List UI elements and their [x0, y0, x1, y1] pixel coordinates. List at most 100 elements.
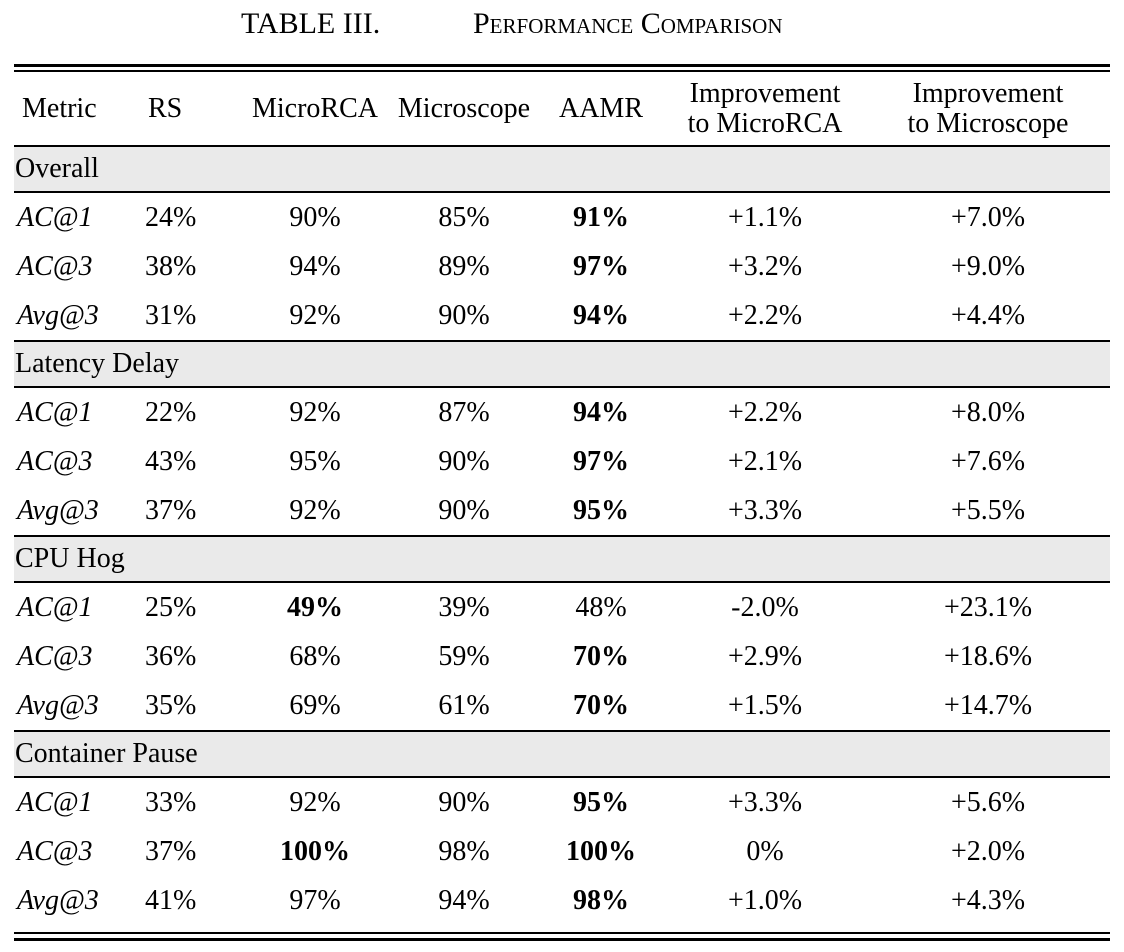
bottom-rule-inner	[14, 932, 1110, 934]
group-header-row: Latency Delay	[14, 340, 1110, 388]
value-cell: 0%	[746, 835, 784, 867]
value-cell: +2.1%	[727, 445, 803, 477]
value-cell: 98%	[573, 884, 629, 916]
value-cell: +4.3%	[950, 884, 1026, 916]
header-row: Metric RS MicroRCA Microscope AAMR Improvemen…	[14, 73, 1110, 146]
table-row: Avg@3 37% 92% 90% 95% +3.3% +5.5%	[14, 486, 1110, 536]
value-cell: 92%	[289, 494, 341, 526]
column-header: Microscope	[390, 73, 538, 146]
value-cell: +1.0%	[727, 884, 803, 916]
group-header-row: Container Pause	[14, 730, 1110, 778]
value-cell: 97%	[573, 250, 629, 282]
group-label: Overall	[14, 145, 1110, 193]
value-cell: 92%	[289, 299, 341, 331]
column-header-line: Metric	[22, 93, 97, 124]
column-header-line: Improvement	[912, 78, 1064, 109]
column-header: AAMR	[538, 73, 664, 146]
group-header-row: Overall	[14, 145, 1110, 193]
column-header: MicroRCA	[240, 73, 390, 146]
value-cell: 22%	[145, 396, 197, 428]
table-row: AC@3 36% 68% 59% 70% +2.9% +18.6%	[14, 632, 1110, 681]
column-header: Improvement to MicroRCA	[664, 73, 866, 146]
table-row: Avg@3 41% 97% 94% 98% +1.0% +4.3%	[14, 876, 1110, 925]
value-cell: +18.6%	[943, 640, 1033, 672]
column-header: RS	[142, 73, 240, 146]
value-cell: 37%	[145, 835, 197, 867]
column-header: Metric	[14, 73, 142, 146]
value-cell: 100%	[566, 835, 636, 867]
top-rule-outer	[14, 64, 1110, 67]
value-cell: +9.0%	[950, 250, 1026, 282]
value-cell: -2.0%	[731, 591, 799, 623]
metric-cell: AC@1	[17, 591, 93, 623]
metric-cell: Avg@3	[17, 689, 99, 721]
value-cell: 49%	[287, 591, 343, 623]
table-row: AC@1 25% 49% 39% 48% -2.0% +23.1%	[14, 582, 1110, 632]
value-cell: 24%	[145, 201, 197, 233]
value-cell: 70%	[573, 640, 629, 672]
metric-cell: Avg@3	[17, 884, 99, 916]
column-header-line: AAMR	[558, 93, 643, 124]
table-row: Avg@3 31% 92% 90% 94% +2.2% +4.4%	[14, 291, 1110, 341]
metric-cell: AC@3	[17, 445, 93, 477]
value-cell: 94%	[289, 250, 341, 282]
table-number: TABLE III.	[241, 7, 381, 40]
top-rule-inner	[14, 70, 1110, 72]
value-cell: 37%	[145, 494, 197, 526]
value-cell: 89%	[438, 250, 490, 282]
value-cell: 48%	[575, 591, 627, 623]
value-cell: +8.0%	[950, 396, 1026, 428]
value-cell: +3.2%	[727, 250, 803, 282]
bottom-rule-outer	[14, 938, 1110, 941]
value-cell: 94%	[438, 884, 490, 916]
value-cell: 39%	[438, 591, 490, 623]
column-header-line: RS	[148, 93, 183, 124]
value-cell: +2.9%	[727, 640, 803, 672]
table-row: Avg@3 35% 69% 61% 70% +1.5% +14.7%	[14, 681, 1110, 731]
value-cell: 61%	[438, 689, 490, 721]
group-header-row: CPU Hog	[14, 535, 1110, 583]
metric-cell: AC@3	[17, 250, 93, 282]
value-cell: 94%	[573, 396, 629, 428]
table-row: AC@1 33% 92% 90% 95% +3.3% +5.6%	[14, 777, 1110, 827]
value-cell: 31%	[145, 299, 197, 331]
value-cell: 69%	[289, 689, 341, 721]
value-cell: 98%	[438, 835, 490, 867]
value-cell: +2.0%	[950, 835, 1026, 867]
value-cell: 90%	[438, 445, 490, 477]
value-cell: 25%	[145, 591, 197, 623]
value-cell: 90%	[438, 786, 490, 818]
value-cell: 100%	[280, 835, 350, 867]
value-cell: 59%	[438, 640, 490, 672]
metric-cell: AC@3	[17, 640, 93, 672]
value-cell: 43%	[145, 445, 197, 477]
value-cell: +23.1%	[943, 591, 1033, 623]
column-header: Improvement to Microscope	[866, 73, 1110, 146]
value-cell: 70%	[573, 689, 629, 721]
value-cell: 87%	[438, 396, 490, 428]
value-cell: +14.7%	[943, 689, 1033, 721]
table-row: AC@1 22% 92% 87% 94% +2.2% +8.0%	[14, 387, 1110, 437]
metric-cell: AC@3	[17, 835, 93, 867]
table-row: AC@3 43% 95% 90% 97% +2.1% +7.6%	[14, 437, 1110, 486]
value-cell: 36%	[145, 640, 197, 672]
value-cell: 90%	[438, 494, 490, 526]
column-header-line: to MicroRCA	[687, 108, 843, 139]
value-cell: +7.0%	[950, 201, 1026, 233]
table-row: AC@3 38% 94% 89% 97% +3.2% +9.0%	[14, 242, 1110, 291]
metric-cell: Avg@3	[17, 299, 99, 331]
value-cell: 41%	[145, 884, 197, 916]
value-cell: 35%	[145, 689, 197, 721]
value-cell: 95%	[573, 786, 629, 818]
table-title: Performance Comparison	[473, 7, 783, 40]
table-body: Overall AC@1 24% 90% 85% 91% +1.1% +7.0% AC@3 38%…	[14, 145, 1110, 925]
value-cell: +1.5%	[727, 689, 803, 721]
value-cell: +7.6%	[950, 445, 1026, 477]
value-cell: +1.1%	[727, 201, 803, 233]
value-cell: 95%	[289, 445, 341, 477]
value-cell: 85%	[438, 201, 490, 233]
value-cell: 38%	[145, 250, 197, 282]
value-cell: 68%	[289, 640, 341, 672]
column-header-line: Microscope	[397, 93, 531, 124]
column-header-line: MicroRCA	[252, 93, 378, 124]
